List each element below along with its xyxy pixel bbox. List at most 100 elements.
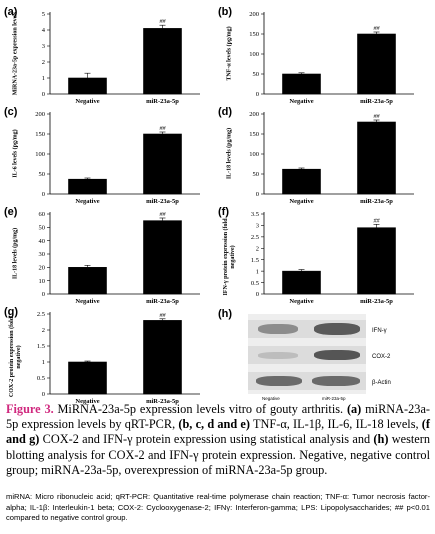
- panel-letter: (e): [4, 206, 18, 218]
- y-tick-label: 50: [253, 171, 260, 178]
- bar: [143, 220, 182, 295]
- panel-letter: (h): [218, 308, 233, 320]
- y-tick-label: 30: [39, 251, 46, 258]
- x-tick-label: Negative: [289, 98, 313, 105]
- y-tick-label: 50: [39, 225, 46, 232]
- y-tick-label: 1.5: [37, 343, 45, 350]
- x-tick-label: miR-23a-5p: [146, 98, 179, 105]
- significance-marker: ##: [160, 19, 167, 25]
- y-tick-label: 1: [42, 359, 45, 366]
- significance-marker: ##: [374, 26, 381, 32]
- band-negative-actin: [256, 376, 302, 386]
- y-tick-label: 150: [35, 131, 45, 138]
- blot-lane-mir: miR-23a-5p: [322, 396, 346, 401]
- blot-row-ifn: [248, 320, 366, 338]
- significance-marker: ##: [160, 126, 167, 132]
- y-tick-label: 3.5: [251, 211, 259, 218]
- bar: [357, 33, 396, 95]
- y-tick-label: 150: [249, 131, 259, 138]
- significance-marker: ##: [160, 212, 167, 218]
- chart-svg: 0 50 100 150 200 Negative ## miR-23a-5p: [35, 111, 200, 205]
- caption-lead: Figure 3.: [6, 402, 54, 416]
- bar: [282, 168, 321, 195]
- caption-text-3: TNF-α, IL-1β, IL-6, IL-18 levels,: [250, 417, 422, 432]
- y-tick-label: 3: [256, 223, 259, 230]
- blot-label-ifn: IFN-γ: [372, 328, 387, 334]
- x-tick-label: Negative: [75, 298, 99, 305]
- blot-row-actin: [248, 372, 366, 390]
- y-tick-label: 200: [35, 111, 45, 118]
- chart-panel-d: (d) IL-18 levels (pg/mg) 0 50 100 150 200 Neg…: [218, 106, 428, 206]
- y-tick-label: 0: [42, 191, 45, 198]
- x-tick-label: Negative: [289, 198, 313, 205]
- chart-svg: 0 0.5 1 1.5 2 2.5 3 3.5 Negative ## miR-23a-5p: [251, 211, 414, 305]
- y-tick-label: 150: [249, 31, 259, 38]
- caption-text-4: COX-2 and IFN-γ protein expression using…: [39, 432, 374, 447]
- bar: [68, 361, 107, 395]
- panel-letter: (a): [4, 6, 18, 18]
- y-tick-label: 0.5: [37, 375, 45, 382]
- x-tick-label: Negative: [75, 98, 99, 105]
- band-negative-cox: [258, 352, 298, 359]
- x-tick-label: Negative: [75, 398, 99, 405]
- bar: [282, 73, 321, 95]
- significance-marker: ##: [374, 114, 381, 120]
- panel-letter: (c): [4, 106, 18, 118]
- bar: [357, 121, 396, 195]
- chart-svg: 0 0.5 1 1.5 2 2.5 Negative ## miR-23a-5p: [37, 311, 200, 405]
- y-tick-label: 40: [39, 238, 46, 245]
- significance-marker: ##: [160, 313, 167, 319]
- y-tick-label: 2: [42, 327, 45, 334]
- bar: [282, 270, 321, 295]
- x-tick-label: Negative: [75, 198, 99, 205]
- band-mir-cox: [314, 350, 360, 360]
- caption-bcde: (b, c, d and e): [178, 417, 250, 432]
- chart-panel-e: (e) IL-18 levels (pg/mg) 0 10 20 30 40 50 60 Ne…: [4, 206, 214, 306]
- panel-letter: (d): [218, 106, 233, 118]
- panel-letter: (g): [4, 306, 19, 318]
- panel-letter: (f): [218, 206, 229, 218]
- bar: [143, 28, 182, 95]
- y-tick-label: 2: [256, 245, 259, 252]
- chart-panel-g: (g) COX-2 protein expression (fold negat…: [4, 306, 214, 406]
- x-tick-label: miR-23a-5p: [360, 98, 393, 105]
- x-tick-label: Negative: [289, 298, 313, 305]
- y-tick-label: 4: [42, 27, 46, 34]
- caption-fg: (f and g): [6, 417, 430, 447]
- caption-text-5: western blotting analysis for COX-2 and …: [6, 432, 430, 477]
- y-tick-label: 50: [253, 71, 260, 78]
- y-tick-label: 100: [249, 151, 259, 158]
- caption-a: (a): [346, 402, 362, 416]
- x-tick-label: miR-23a-5p: [146, 198, 179, 205]
- abbreviations-footnote: miRNA: Micro ribonucleic acid; qRT-PCR: …: [6, 492, 430, 523]
- chart-svg: 0 50 100 150 200 Negative ## miR-23a-5p: [249, 111, 414, 205]
- blot-row-cox: [248, 346, 366, 364]
- y-tick-label: 0: [42, 291, 45, 298]
- band-negative-ifn: [258, 324, 298, 334]
- y-tick-label: 0: [42, 391, 45, 398]
- y-tick-label: 2.5: [251, 234, 259, 241]
- chart-svg: 0 10 20 30 40 50 60 Negative ## miR-23a-5p: [39, 211, 200, 305]
- western-blot-panel: (h) IFN-γ COX-2 β-Actin Negative miR-23a…: [218, 308, 428, 401]
- x-tick-label: miR-23a-5p: [146, 398, 179, 405]
- chart-svg: 0 1 2 3 4 5 Negative ## miR-23a-5p: [42, 11, 200, 105]
- bar: [143, 133, 182, 195]
- band-mir-actin: [312, 376, 360, 386]
- chart-panel-b: (b) TNF-α levels (pg/mg) 0 50 100 150 200 Neg…: [218, 6, 428, 106]
- y-tick-label: 0: [42, 91, 45, 98]
- y-tick-label: 1: [42, 75, 45, 82]
- blot-label-cox: COX-2: [372, 354, 391, 360]
- y-tick-label: 60: [39, 211, 46, 218]
- y-tick-label: 200: [249, 11, 259, 18]
- panel-letter: (b): [218, 6, 233, 18]
- caption-h: (h): [373, 432, 389, 447]
- bar: [68, 77, 107, 95]
- y-tick-label: 100: [35, 151, 45, 158]
- y-tick-label: 1.5: [251, 257, 259, 264]
- y-tick-label: 20: [39, 265, 46, 272]
- y-tick-label: 2.5: [37, 311, 45, 318]
- band-mir-ifn: [314, 323, 360, 335]
- y-tick-label: 2: [42, 59, 45, 66]
- chart-svg: 0 50 100 150 200 Negative ## miR-23a-5p: [249, 11, 414, 105]
